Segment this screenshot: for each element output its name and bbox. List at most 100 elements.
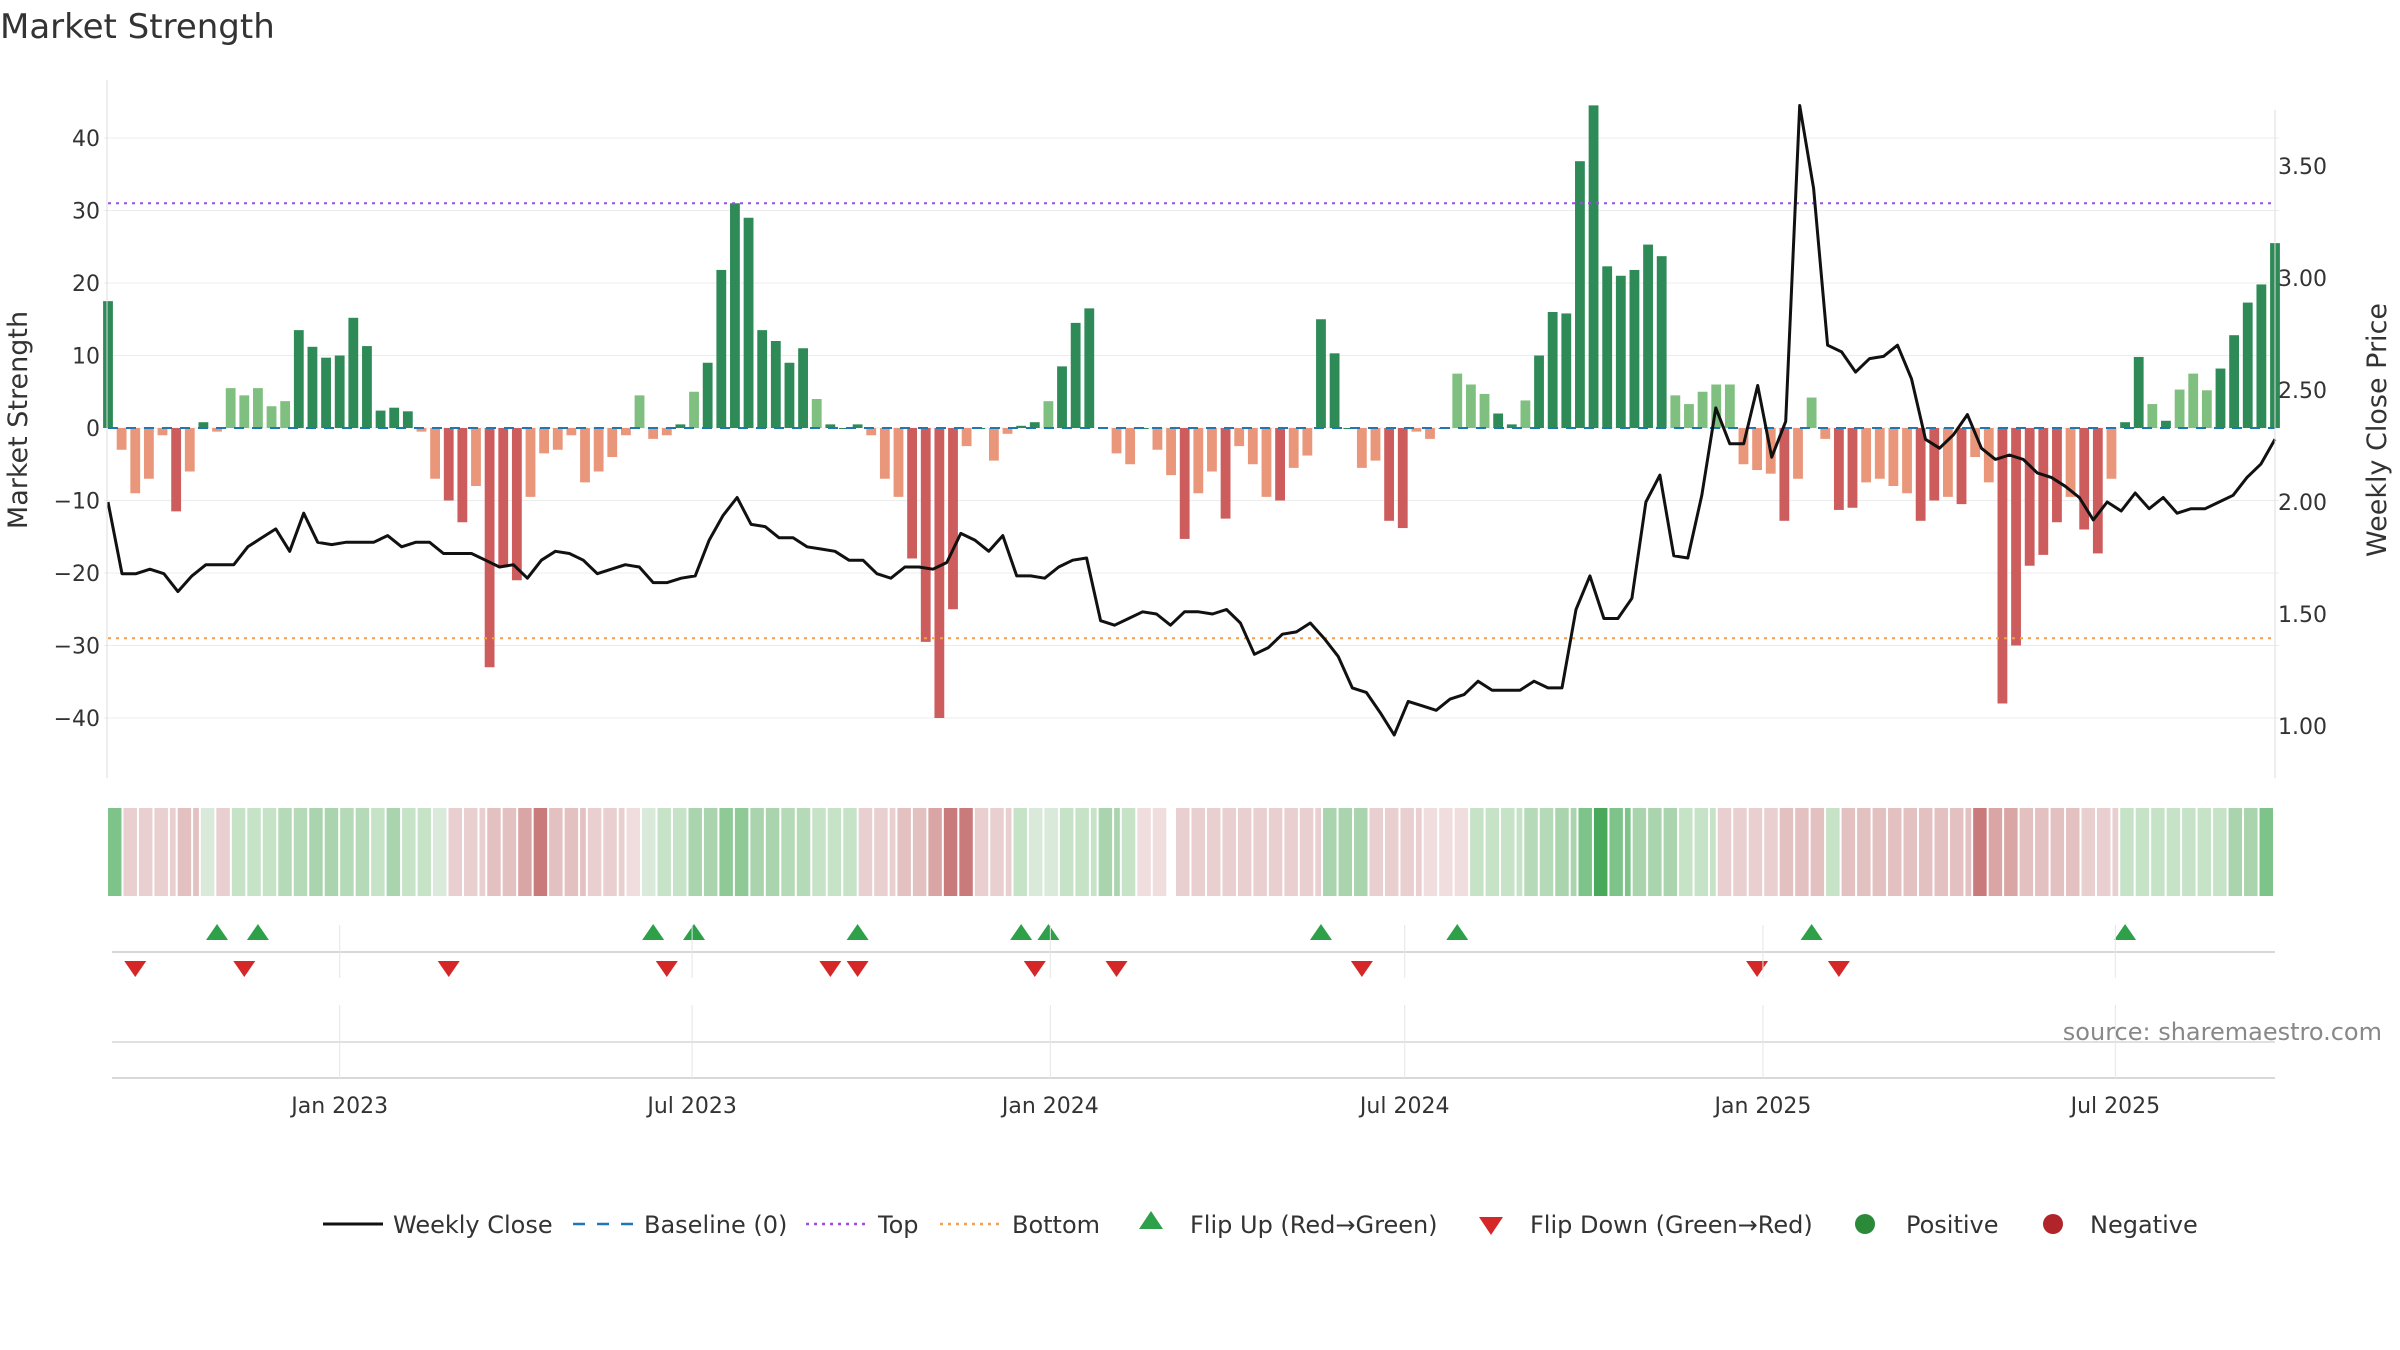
positive-strength-bar <box>634 395 645 428</box>
heat-strip-cell <box>587 808 602 896</box>
heat-strip-cell <box>355 808 370 896</box>
y2-axis-title: Weekly Close Price <box>2362 303 2393 557</box>
positive-strength-bar <box>1684 404 1694 428</box>
negative-strength-bar <box>934 428 945 718</box>
negative-strength-bar <box>184 428 195 472</box>
positive-strength-bar <box>1643 244 1653 428</box>
negative-strength-bar <box>961 428 972 447</box>
negative-strength-bar <box>443 428 454 501</box>
positive-strength-bar <box>1057 366 1067 428</box>
heat-strip-cell <box>1965 808 1972 896</box>
heat-strip-cell <box>1423 808 1438 896</box>
heat-strip-cell <box>1694 808 1709 896</box>
heat-strip-cell <box>340 808 354 896</box>
heat-strip-cell <box>1609 808 1623 896</box>
legend-label: Negative <box>2090 1211 2198 1239</box>
heat-strip-cell <box>1338 808 1353 896</box>
heat-strip-cell <box>974 808 989 896</box>
positive-strength-bar <box>825 424 836 428</box>
heat-strip-cell <box>154 808 168 896</box>
heat-strip-cell <box>1323 808 1337 896</box>
heat-strip <box>108 808 2273 896</box>
heat-strip-cell <box>2244 808 2258 896</box>
heat-strip-cell <box>2081 808 2095 896</box>
legend-circle-swatch <box>2043 1214 2063 1234</box>
heat-strip-cell <box>138 808 153 896</box>
heat-strip-cell <box>1663 808 1678 896</box>
negative-strength-bar <box>484 428 495 668</box>
flip-down-marker <box>1350 961 1373 977</box>
threshold-lines <box>108 202 2275 640</box>
heat-strip-cell <box>533 808 548 896</box>
heat-strip-cell <box>1206 808 1221 896</box>
flip-down-marker <box>1023 961 1046 977</box>
flip-up-marker <box>1309 924 1332 940</box>
negative-strength-bar <box>1425 428 1435 439</box>
positive-strength-bar <box>1547 312 1558 428</box>
legend-label: Flip Down (Green→Red) <box>1530 1211 1813 1239</box>
heat-strip-cell <box>1176 808 1190 896</box>
legend: Weekly Close Baseline (0) Top Bottom Flip Up… <box>323 1211 2198 1239</box>
flip-down-marker <box>1746 961 1769 977</box>
heat-strip-cell <box>309 808 323 896</box>
negative-strength-bar <box>1125 428 1136 465</box>
heat-strip-cell <box>371 808 385 896</box>
heat-strip-cell <box>417 808 432 896</box>
heat-strip-cell <box>1354 808 1368 896</box>
strength-bars <box>103 105 2280 718</box>
positive-strength-bar <box>1806 397 1817 428</box>
heat-strip-cell <box>603 808 617 896</box>
flip-up-marker <box>1037 924 1060 940</box>
heat-strip-cell <box>1949 808 1964 896</box>
y-tick-label: 10 <box>72 345 100 370</box>
heat-strip-cell <box>1888 808 1902 896</box>
heat-strip-cell <box>1764 808 1778 896</box>
positive-strength-bar <box>716 269 727 428</box>
flip-up-marker <box>642 924 665 940</box>
positive-strength-bar <box>1029 422 1040 428</box>
positive-strength-bar <box>1043 401 1054 428</box>
axis-layer: 40 30 20 10 0 −10 −20 −30 −40 3.50 3.00 2.50 2.00 1.5… <box>54 80 2327 778</box>
heat-strip-cell <box>1485 808 1500 896</box>
positive-strength-bar <box>2188 373 2199 428</box>
negative-strength-bar <box>1752 428 1763 471</box>
flip-down-marker <box>846 961 869 977</box>
heat-strip-cell <box>2135 808 2150 896</box>
heat-strip-cell <box>231 808 246 896</box>
positive-strength-bar <box>675 424 686 428</box>
heat-strip-cell <box>719 808 733 896</box>
negative-strength-bar <box>2092 428 2103 554</box>
positive-strength-bar <box>702 362 713 428</box>
legend-label: Baseline (0) <box>644 1211 787 1239</box>
flip-down-marker <box>819 961 842 977</box>
heat-strip-cell <box>1501 808 1515 896</box>
y-tick-label: 40 <box>72 127 100 152</box>
heat-strip-cell <box>2151 808 2165 896</box>
positive-strength-bar <box>2147 404 2158 428</box>
x-tick-label: Jul 2024 <box>1358 1094 1450 1119</box>
heat-strip-cell <box>1826 808 1840 896</box>
negative-strength-bar <box>1302 428 1313 456</box>
heat-strip-cell <box>2004 808 2018 896</box>
positive-strength-bar <box>1465 384 1476 428</box>
y-tick-label: −40 <box>54 707 100 732</box>
heat-strip-cell <box>1570 808 1577 896</box>
heat-strip-cell <box>688 808 702 896</box>
positive-strength-bar <box>375 410 386 428</box>
negative-strength-bar <box>1370 428 1381 461</box>
heat-strip-cell <box>796 808 811 896</box>
negative-strength-bar <box>1207 428 1217 472</box>
positive-strength-bar <box>348 317 359 428</box>
negative-strength-bar <box>1861 428 1872 483</box>
flip-down-marker <box>437 961 460 977</box>
negative-strength-bar <box>1193 428 1204 494</box>
heat-strip-cell <box>642 808 656 896</box>
negative-strength-bar <box>1384 428 1395 521</box>
negative-strength-bar <box>866 428 877 436</box>
flip-down-marker <box>1827 961 1850 977</box>
negative-strength-bar <box>1002 428 1013 434</box>
heat-strip-cell <box>1779 808 1794 896</box>
negative-strength-bar <box>116 428 127 450</box>
heat-strip-cell <box>1903 808 1917 896</box>
heat-strip-cell <box>1059 808 1074 896</box>
